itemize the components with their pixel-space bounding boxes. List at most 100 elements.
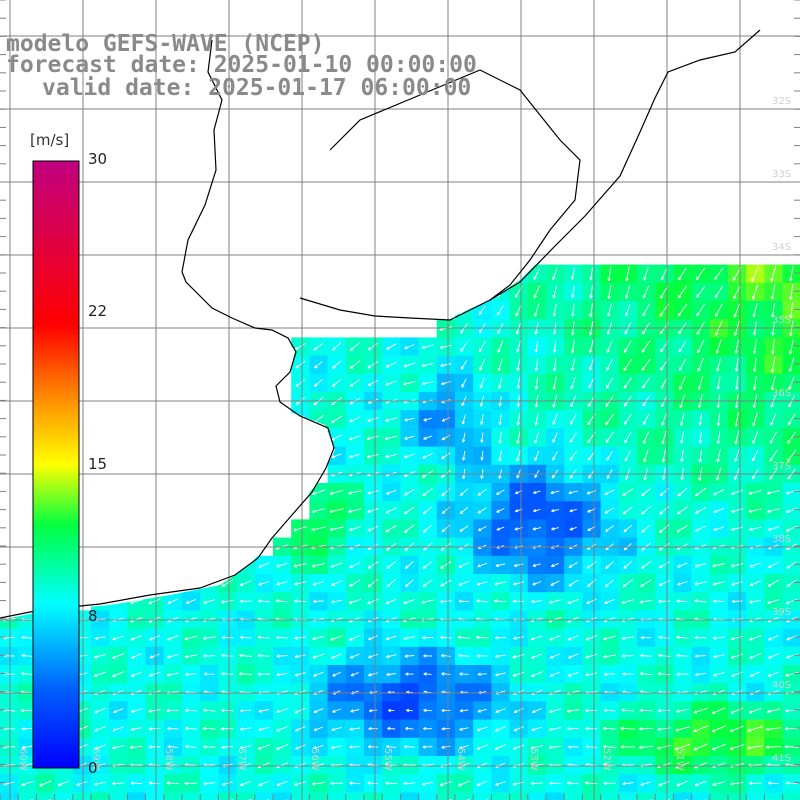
wind-arrow xyxy=(569,508,577,513)
wind-arrow xyxy=(186,579,196,588)
wind-arrow xyxy=(367,525,379,532)
wind-arrow xyxy=(459,709,469,713)
wind-arrow xyxy=(20,708,34,713)
wind-arrow xyxy=(404,344,415,350)
wind-arrow xyxy=(495,672,506,677)
wind-arrow xyxy=(589,267,593,281)
wind-arrow xyxy=(462,450,466,461)
wind-arrow xyxy=(642,303,650,317)
wind-arrow xyxy=(604,507,615,514)
wind-arrow xyxy=(203,672,215,676)
wind-arrow xyxy=(112,671,125,678)
wind-arrow xyxy=(660,267,668,281)
wind-arrow xyxy=(624,431,632,444)
wind-arrow xyxy=(494,654,506,658)
wind-arrow xyxy=(606,450,613,461)
wind-arrow xyxy=(729,725,745,733)
wind-arrow xyxy=(221,745,234,749)
wind-arrow xyxy=(513,708,524,714)
wind-arrow xyxy=(603,635,617,641)
wind-arrow xyxy=(276,708,288,714)
wind-arrow xyxy=(498,413,502,425)
colorbar-tick: 8 xyxy=(88,607,98,625)
lon-label: 52W xyxy=(601,748,612,771)
wind-arrow xyxy=(148,727,161,731)
wind-arrow xyxy=(623,561,633,569)
wind-cell xyxy=(345,792,365,800)
wind-arrow xyxy=(440,561,452,569)
wind-arrow xyxy=(350,709,360,713)
wind-arrow xyxy=(731,508,744,513)
wind-arrow xyxy=(184,654,198,659)
wind-cell xyxy=(709,792,729,800)
wind-arrow xyxy=(423,524,433,533)
wind-arrow xyxy=(589,303,593,318)
wind-arrow xyxy=(422,452,433,459)
wind-arrow xyxy=(293,562,307,568)
wind-arrow xyxy=(714,267,724,280)
wind-arrow xyxy=(94,599,106,604)
wind-arrow xyxy=(423,726,433,731)
wind-arrow xyxy=(166,708,180,713)
wind-arrow xyxy=(516,358,521,371)
wind-arrow xyxy=(167,653,179,659)
wind-arrow xyxy=(477,488,487,496)
wind-arrow xyxy=(603,654,616,659)
wind-arrow xyxy=(734,412,739,427)
wind-arrow xyxy=(571,286,575,298)
wind-arrow xyxy=(148,709,161,713)
wind-arrow xyxy=(403,636,416,640)
wind-arrow xyxy=(641,506,651,515)
wind-arrow xyxy=(479,358,486,371)
wind-arrow xyxy=(458,653,470,658)
lat-label: 34S xyxy=(772,242,791,253)
wind-arrow xyxy=(423,708,432,713)
wind-arrow xyxy=(331,342,342,351)
wind-arrow xyxy=(605,432,614,443)
wind-arrow xyxy=(221,672,234,676)
wind-arrow xyxy=(385,453,398,459)
wind-cell xyxy=(0,792,19,800)
wind-arrow xyxy=(459,727,469,731)
wind-arrow xyxy=(422,488,433,497)
wind-arrow xyxy=(676,653,689,658)
wind-arrow xyxy=(531,708,542,714)
wind-arrow xyxy=(276,672,288,677)
wind-arrow xyxy=(751,284,759,300)
colorbar-tick: 0 xyxy=(88,759,98,777)
wind-arrow xyxy=(766,490,780,495)
wind-arrow xyxy=(516,413,521,426)
lat-label: 35S xyxy=(772,315,791,326)
wind-cell xyxy=(418,792,438,800)
wind-arrow xyxy=(184,635,198,641)
wind-arrow xyxy=(330,635,343,641)
lat-label: 32S xyxy=(772,96,791,107)
wind-arrow xyxy=(240,709,252,713)
wind-arrow xyxy=(185,598,197,604)
wind-arrow xyxy=(624,450,631,462)
wind-arrow xyxy=(497,305,504,316)
wind-arrow xyxy=(423,435,432,440)
wind-cell xyxy=(400,792,420,800)
land-region xyxy=(0,0,335,620)
wind-arrow xyxy=(661,430,667,445)
wind-arrow xyxy=(694,562,707,568)
wind-arrow xyxy=(752,450,759,462)
wind-arrow xyxy=(459,488,469,496)
wind-arrow xyxy=(185,672,197,677)
wind-arrow xyxy=(771,338,775,355)
wind-arrow xyxy=(332,708,342,713)
wind-arrow xyxy=(386,560,396,569)
wind-arrow xyxy=(641,488,651,497)
wind-arrow xyxy=(348,508,362,513)
wind-arrow xyxy=(765,727,782,732)
wind-arrow xyxy=(657,672,671,676)
wind-arrow xyxy=(552,413,558,426)
wind-cell xyxy=(691,792,711,800)
wind-arrow xyxy=(257,653,270,658)
wind-arrow xyxy=(494,599,507,603)
wind-arrow xyxy=(440,363,452,368)
wind-arrow xyxy=(679,412,685,426)
wind-arrow xyxy=(693,707,708,714)
wind-arrow xyxy=(350,672,360,677)
